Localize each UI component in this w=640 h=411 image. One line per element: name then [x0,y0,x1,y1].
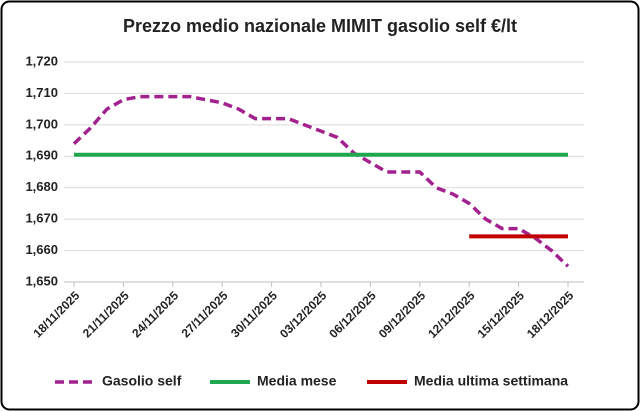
y-tick-label: 1,650 [25,273,58,288]
y-tick-label: 1,720 [25,53,58,68]
legend-label: Media mese [257,373,337,389]
y-tick-label: 1,660 [25,242,58,257]
y-tick-label: 1,670 [25,211,58,226]
legend-label: Gasolio self [102,373,182,389]
y-tick-label: 1,680 [25,179,58,194]
y-tick-label: 1,690 [25,148,58,163]
series-line [72,94,570,268]
y-tick-label: 1,700 [25,116,58,131]
y-tick-label: 1,710 [25,85,58,100]
chart-title: Prezzo medio nazionale MIMIT gasolio sel… [123,16,517,36]
legend-label: Media ultima settimana [414,373,568,389]
